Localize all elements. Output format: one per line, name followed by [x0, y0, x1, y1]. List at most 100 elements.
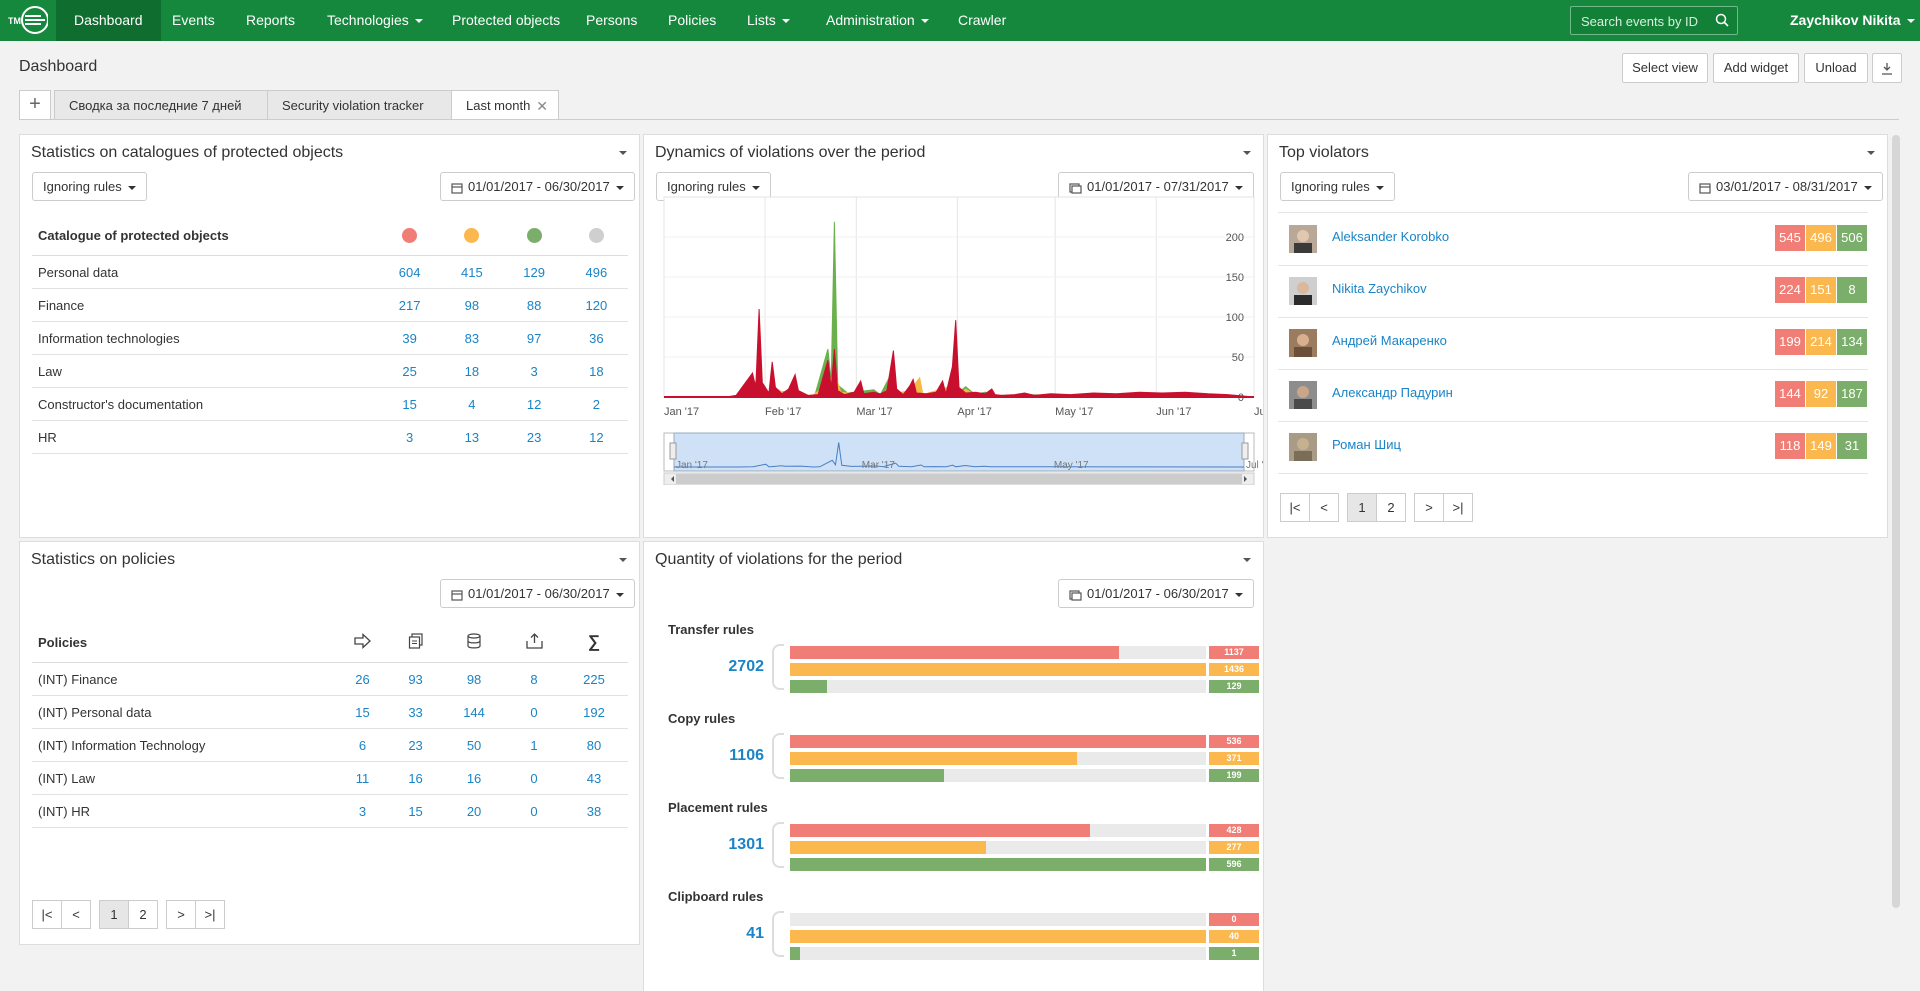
violator-name[interactable]: Александр Падурин: [1332, 385, 1453, 400]
page-2-button[interactable]: 2: [128, 900, 158, 929]
cell-link[interactable]: 496: [565, 255, 628, 289]
nav-policies[interactable]: Policies: [668, 0, 716, 41]
violation-dynamics-chart[interactable]: Jan '17 Feb '17 Mar '17 Apr '17 May '17 Jun '…: [644, 185, 1263, 485]
nav-lists[interactable]: Lists: [747, 0, 790, 41]
cell-link[interactable]: 15: [335, 695, 391, 729]
scroll-left-arrow-icon[interactable]: [671, 476, 674, 482]
cell-link[interactable]: 415: [441, 255, 504, 289]
cell-link[interactable]: 26: [335, 662, 391, 696]
badge-red[interactable]: 144: [1775, 381, 1805, 407]
violation-bar[interactable]: [790, 858, 1206, 871]
violation-bar[interactable]: [790, 841, 1206, 854]
badge-orange[interactable]: 92: [1806, 381, 1836, 407]
badge-green[interactable]: 187: [1837, 381, 1867, 407]
cell-link[interactable]: 4: [441, 387, 504, 421]
prev-page-button[interactable]: <: [61, 900, 91, 929]
cell-link[interactable]: 43: [561, 761, 628, 795]
cell-link[interactable]: 3: [379, 420, 442, 454]
nav-events[interactable]: Events: [172, 0, 215, 41]
cell-link[interactable]: 23: [503, 420, 566, 454]
cell-link[interactable]: 2: [565, 387, 628, 421]
first-page-button[interactable]: |<: [1280, 493, 1310, 522]
next-page-button[interactable]: >: [1414, 493, 1444, 522]
rule-group-total[interactable]: 1106: [729, 747, 764, 764]
search-icon[interactable]: [1715, 13, 1729, 27]
cell-link[interactable]: 0: [508, 761, 562, 795]
badge-red[interactable]: 199: [1775, 329, 1805, 355]
nav-protected-objects[interactable]: Protected objects: [452, 0, 560, 41]
date-range-picker[interactable]: 03/01/2017 - 08/31/2017: [1688, 172, 1883, 201]
badge-red[interactable]: 118: [1775, 433, 1805, 459]
tab-last-month[interactable]: Last month ✕: [451, 90, 559, 120]
nav-persons[interactable]: Persons: [586, 0, 637, 41]
cell-link[interactable]: 192: [561, 695, 628, 729]
violator-row[interactable]: Роман Шиц 118 149 31: [1278, 421, 1868, 474]
add-tab-button[interactable]: +: [19, 90, 51, 120]
date-range-picker[interactable]: 01/01/2017 - 06/30/2017: [440, 172, 635, 201]
violation-bar[interactable]: [790, 663, 1206, 676]
rule-group-total[interactable]: 2702: [728, 658, 764, 675]
violation-bar[interactable]: [790, 947, 1206, 960]
violator-row[interactable]: Александр Падурин 144 92 187: [1278, 369, 1868, 422]
ignoring-rules-dropdown[interactable]: Ignoring rules: [1280, 172, 1395, 201]
cell-link[interactable]: 129: [503, 255, 566, 289]
badge-orange[interactable]: 214: [1806, 329, 1836, 355]
widget-menu-icon[interactable]: [1867, 151, 1875, 155]
violation-bar[interactable]: [790, 913, 1206, 926]
cell-link[interactable]: 217: [379, 288, 442, 322]
download-button[interactable]: [1872, 53, 1902, 83]
nav-reports[interactable]: Reports: [246, 0, 295, 41]
next-page-button[interactable]: >: [166, 900, 196, 929]
infowatch-logo-icon[interactable]: TM: [8, 5, 48, 35]
violator-row[interactable]: Nikita Zaychikov 224 151 8: [1278, 265, 1868, 318]
violator-row[interactable]: Aleksander Korobko 545 496 506: [1278, 213, 1868, 266]
cell-link[interactable]: 120: [565, 288, 628, 322]
badge-green[interactable]: 8: [1837, 277, 1867, 303]
cell-link[interactable]: 20: [441, 794, 508, 828]
badge-green[interactable]: 506: [1837, 225, 1867, 251]
widget-menu-icon[interactable]: [1243, 151, 1251, 155]
cell-link[interactable]: 11: [335, 761, 391, 795]
violation-bar[interactable]: [790, 930, 1206, 943]
badge-red[interactable]: 224: [1775, 277, 1805, 303]
cell-link[interactable]: 83: [441, 321, 504, 355]
cell-link[interactable]: 3: [503, 354, 566, 388]
date-range-picker[interactable]: 01/01/2017 - 06/30/2017: [1058, 579, 1254, 608]
page-1-button[interactable]: 1: [99, 900, 129, 929]
cell-link[interactable]: 3: [335, 794, 391, 828]
violator-name[interactable]: Aleksander Korobko: [1332, 229, 1450, 244]
cell-link[interactable]: 12: [565, 420, 628, 454]
search-input[interactable]: [1571, 7, 1721, 36]
tab-summary-7-days[interactable]: Сводка за последние 7 дней: [54, 90, 268, 120]
cell-link[interactable]: 144: [441, 695, 508, 729]
cell-link[interactable]: 93: [391, 662, 442, 696]
cell-link[interactable]: 15: [379, 387, 442, 421]
select-view-button[interactable]: Select view: [1622, 53, 1708, 83]
violator-name[interactable]: Андрей Макаренко: [1332, 333, 1447, 348]
badge-orange[interactable]: 151: [1806, 277, 1836, 303]
cell-link[interactable]: 38: [561, 794, 628, 828]
unload-button[interactable]: Unload: [1804, 53, 1868, 83]
cell-link[interactable]: 98: [441, 662, 508, 696]
cell-link[interactable]: 98: [441, 288, 504, 322]
violation-bar[interactable]: [790, 735, 1206, 748]
cell-link[interactable]: 15: [391, 794, 442, 828]
violator-name[interactable]: Nikita Zaychikov: [1332, 281, 1427, 296]
cell-link[interactable]: 16: [441, 761, 508, 795]
cell-link[interactable]: 88: [503, 288, 566, 322]
cell-link[interactable]: 39: [379, 321, 442, 355]
page-scrollbar[interactable]: [1892, 135, 1900, 908]
cell-link[interactable]: 604: [379, 255, 442, 289]
ignoring-rules-dropdown[interactable]: Ignoring rules: [32, 172, 147, 201]
user-menu[interactable]: Zaychikov Nikita: [1790, 0, 1915, 41]
violation-bar[interactable]: [790, 769, 1206, 782]
nav-dashboard[interactable]: Dashboard: [56, 0, 161, 41]
widget-menu-icon[interactable]: [1243, 558, 1251, 562]
cell-link[interactable]: 0: [508, 695, 562, 729]
cell-link[interactable]: 16: [391, 761, 442, 795]
cell-link[interactable]: 18: [441, 354, 504, 388]
cell-link[interactable]: 0: [508, 794, 562, 828]
last-page-button[interactable]: >|: [1443, 493, 1473, 522]
cell-link[interactable]: 23: [391, 728, 442, 762]
cell-link[interactable]: 6: [335, 728, 391, 762]
